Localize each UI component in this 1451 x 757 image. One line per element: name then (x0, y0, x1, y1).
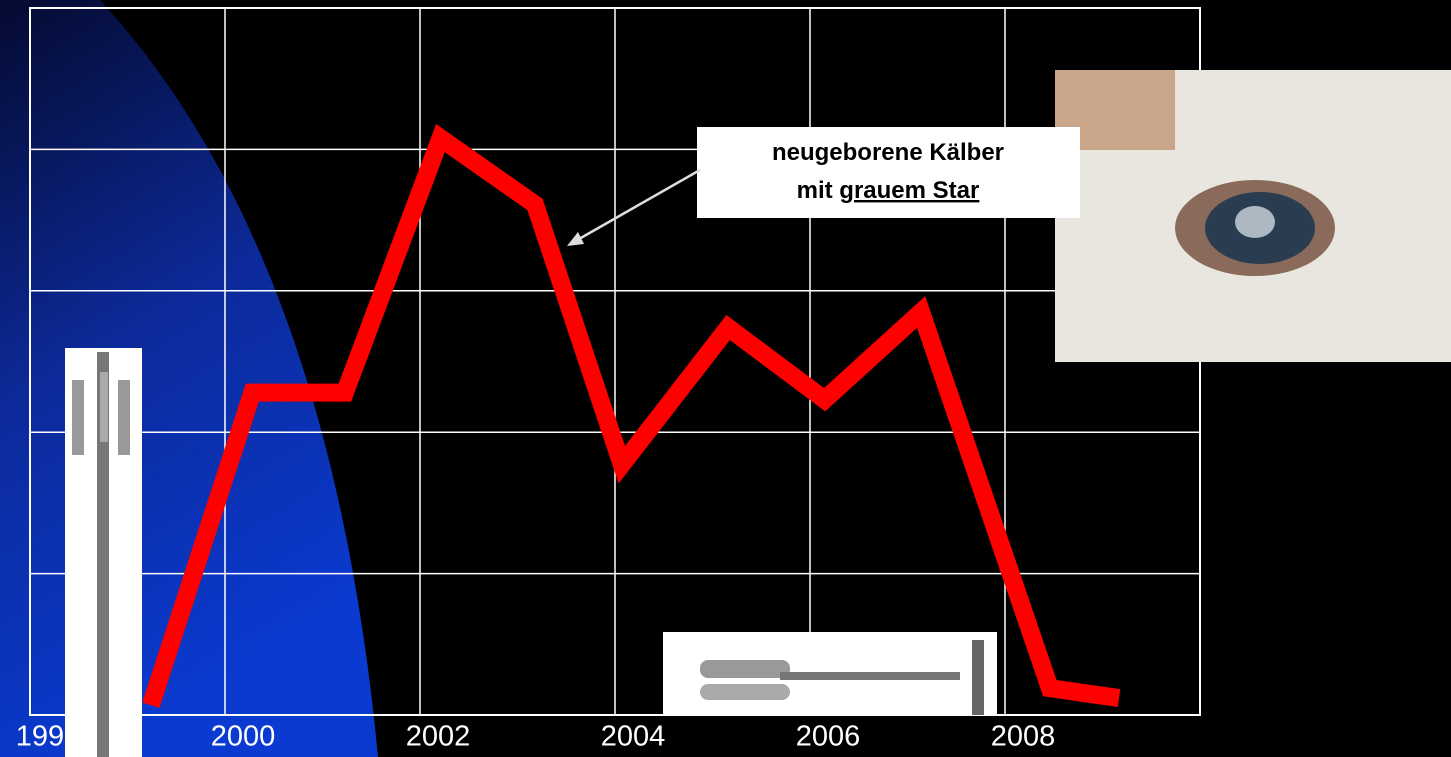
x-tick-label: 2004 (601, 721, 666, 753)
x-tick-label: 2000 (211, 721, 276, 753)
annotation-text: mit (797, 177, 833, 204)
x-tick-label: 1998 (16, 721, 81, 753)
annotation-text: neugeborene Kälber (772, 139, 1004, 166)
annotation-text: grauem Star (839, 177, 979, 204)
calf-eye-photo (1055, 70, 1451, 362)
slide: neugeborene Kälber mit grauem Star 1998 2… (0, 0, 1451, 757)
tower-image (65, 348, 142, 757)
x-tick-label: 2008 (991, 721, 1056, 753)
antenna-image (663, 632, 997, 715)
x-tick-label: 2002 (406, 721, 471, 753)
x-tick-label: 2006 (796, 721, 861, 753)
annotation-text: mit grauem Star (797, 177, 980, 204)
